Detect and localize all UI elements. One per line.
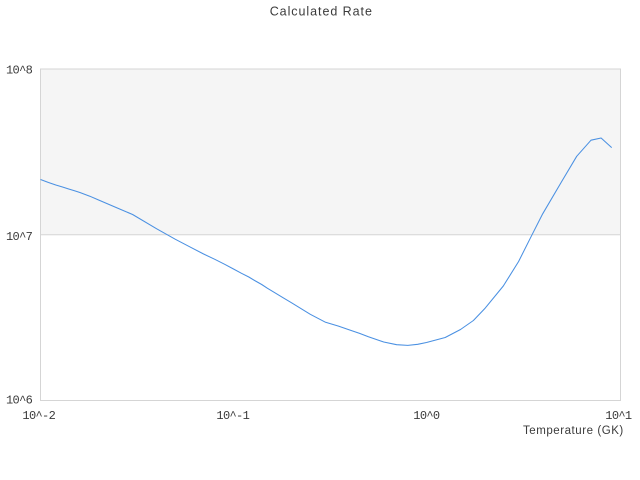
svg-text:10^-2: 10^-2	[22, 409, 55, 423]
svg-text:10^1: 10^1	[605, 409, 632, 423]
svg-text:10^0: 10^0	[413, 409, 440, 423]
svg-text:Calculated Rate: Calculated Rate	[270, 5, 373, 19]
svg-text:10^6: 10^6	[6, 393, 33, 407]
svg-text:10^7: 10^7	[6, 230, 33, 244]
svg-text:10^-1: 10^-1	[216, 409, 249, 423]
svg-text:10^8: 10^8	[6, 63, 33, 77]
svg-text:Temperature (GK): Temperature (GK)	[523, 425, 624, 437]
